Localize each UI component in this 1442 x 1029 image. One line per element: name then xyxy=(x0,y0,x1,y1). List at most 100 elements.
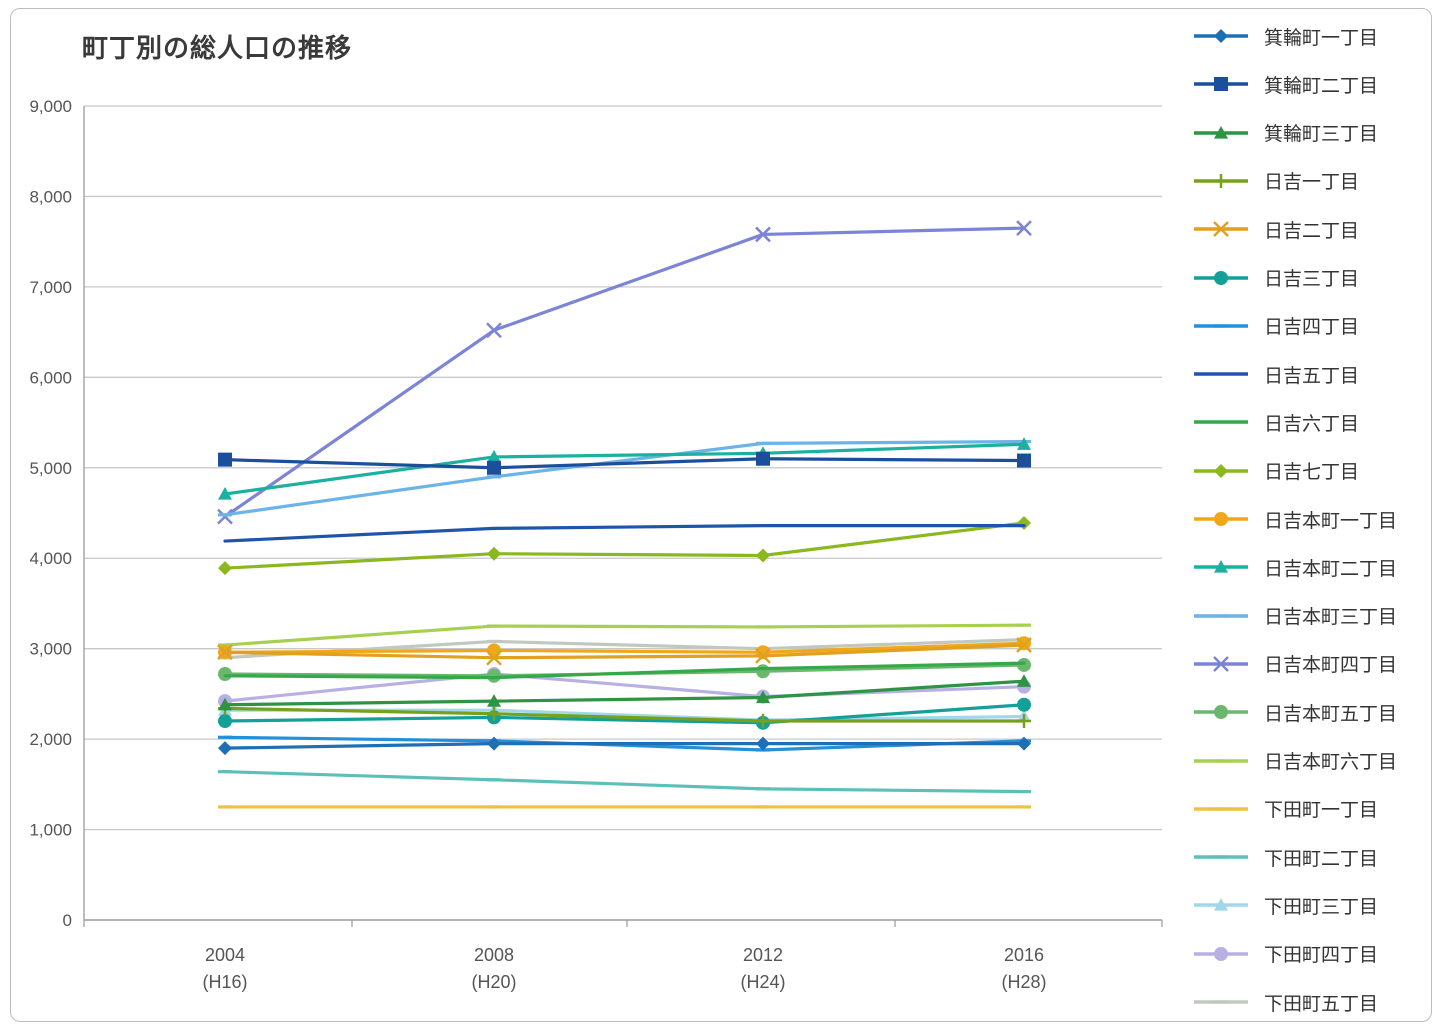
legend-swatch xyxy=(1194,560,1248,573)
y-tick-label: 3,000 xyxy=(29,640,72,659)
data-point xyxy=(218,770,232,774)
legend-swatch xyxy=(1194,656,1248,672)
marker-stroke xyxy=(486,322,502,339)
legend-item: 日吉七丁目 xyxy=(1192,451,1359,491)
legend-label: 日吉本町四丁目 xyxy=(1264,654,1398,677)
series-line xyxy=(218,736,1031,756)
data-point xyxy=(1214,270,1228,285)
legend-swatch xyxy=(1194,512,1248,526)
series-line xyxy=(218,623,1031,647)
legend-item: 日吉六丁目 xyxy=(1192,402,1359,442)
data-point xyxy=(1214,512,1228,526)
legend-swatch xyxy=(1194,221,1248,238)
legend-item: 日吉五丁目 xyxy=(1192,354,1359,394)
legend-swatch xyxy=(1194,855,1248,859)
data-point xyxy=(1213,221,1229,238)
legend-swatch xyxy=(1194,946,1248,961)
data-point xyxy=(1214,807,1228,811)
data-point xyxy=(1017,453,1031,468)
marker-stroke xyxy=(217,644,233,661)
legend-item: 日吉本町一丁目 xyxy=(1192,499,1397,539)
legend-swatch xyxy=(1194,705,1248,720)
series-path xyxy=(223,643,1026,660)
data-point xyxy=(1214,77,1228,92)
legend-label: 日吉本町一丁目 xyxy=(1264,509,1398,532)
series-path xyxy=(223,672,1026,703)
legend-label: 日吉本町二丁目 xyxy=(1264,557,1398,580)
legend-item: 日吉本町六丁目 xyxy=(1192,741,1397,781)
series-path xyxy=(223,623,1026,647)
legend-label: 日吉本町五丁目 xyxy=(1264,702,1398,725)
data-point xyxy=(218,643,232,647)
data-point xyxy=(756,664,770,679)
y-tick-label: 2,000 xyxy=(29,730,72,749)
data-point xyxy=(218,513,232,517)
legend-swatch xyxy=(1194,372,1248,376)
series-path xyxy=(223,742,1026,750)
legend-swatch xyxy=(1194,77,1248,92)
x-tick-sublabel: (H16) xyxy=(202,972,247,992)
x-tick-label: 2012 xyxy=(743,945,783,965)
legend-swatch xyxy=(1194,125,1248,139)
data-point xyxy=(218,735,232,739)
series-line xyxy=(218,657,1031,683)
legend-item: 日吉本町四丁目 xyxy=(1192,644,1397,684)
marker-stroke xyxy=(1016,220,1032,236)
data-point xyxy=(487,449,501,463)
series-line xyxy=(217,637,1032,666)
legend-swatch xyxy=(1194,758,1248,763)
x-tick-sublabel: (H20) xyxy=(471,972,516,992)
series-path xyxy=(223,524,1026,543)
chart-title: 町丁別の総人口の推移 xyxy=(82,34,353,64)
data-point xyxy=(487,639,501,644)
series-path xyxy=(223,770,1026,794)
data-point xyxy=(756,736,770,751)
legend-label: 下田町四丁目 xyxy=(1264,944,1379,967)
legend-swatch xyxy=(1194,270,1248,285)
data-point xyxy=(1214,463,1228,478)
legend-item: 日吉三丁目 xyxy=(1192,258,1359,298)
marker-stroke xyxy=(217,508,233,525)
legend-label: 下田町三丁目 xyxy=(1264,895,1379,918)
y-tick-label: 6,000 xyxy=(29,368,72,387)
legend-label: 下田町一丁目 xyxy=(1264,799,1379,822)
data-point xyxy=(1214,324,1228,328)
data-point xyxy=(756,805,770,809)
legend-item: 箕輪町一丁目 xyxy=(1192,16,1378,56)
line-chart: 0 1,000 2,000 3,000 4,000 5,000 6,000 7,000 8,00… xyxy=(29,97,1163,992)
legend-label: 箕輪町一丁目 xyxy=(1264,26,1379,49)
data-point xyxy=(1017,805,1031,809)
x-tick-label: 2004 xyxy=(205,945,245,965)
x-tick-label: 2008 xyxy=(474,945,514,965)
legend-label: 日吉本町六丁目 xyxy=(1264,751,1398,773)
data-point xyxy=(1214,705,1228,720)
legend-item: 日吉本町五丁目 xyxy=(1192,692,1397,732)
legend-swatch xyxy=(1194,324,1248,328)
data-point xyxy=(218,697,232,711)
legend-label: 箕輪町三丁目 xyxy=(1264,123,1379,146)
y-tick-label: 7,000 xyxy=(29,278,72,297)
data-point xyxy=(1214,560,1228,573)
legend-item: 下田町三丁目 xyxy=(1192,885,1378,925)
y-tick-label: 1,000 xyxy=(29,821,72,840)
data-point xyxy=(1214,898,1228,911)
data-point xyxy=(756,690,770,704)
series-path xyxy=(223,457,1026,470)
data-point xyxy=(487,546,501,561)
data-point xyxy=(487,668,501,683)
data-point xyxy=(1017,674,1031,687)
legend-item: 日吉二丁目 xyxy=(1192,209,1359,249)
marker-stroke xyxy=(1213,221,1229,238)
data-point xyxy=(1017,636,1031,651)
data-point xyxy=(755,226,771,243)
data-point xyxy=(486,649,502,666)
legend-label: 日吉四丁目 xyxy=(1264,316,1360,339)
data-point xyxy=(218,561,232,576)
data-point xyxy=(218,741,232,756)
data-point xyxy=(218,714,232,729)
legend-item: 日吉四丁目 xyxy=(1192,306,1359,346)
data-point xyxy=(487,643,501,658)
series-line xyxy=(223,661,1026,680)
series-line xyxy=(218,674,1031,711)
y-tick-label: 5,000 xyxy=(29,459,72,478)
